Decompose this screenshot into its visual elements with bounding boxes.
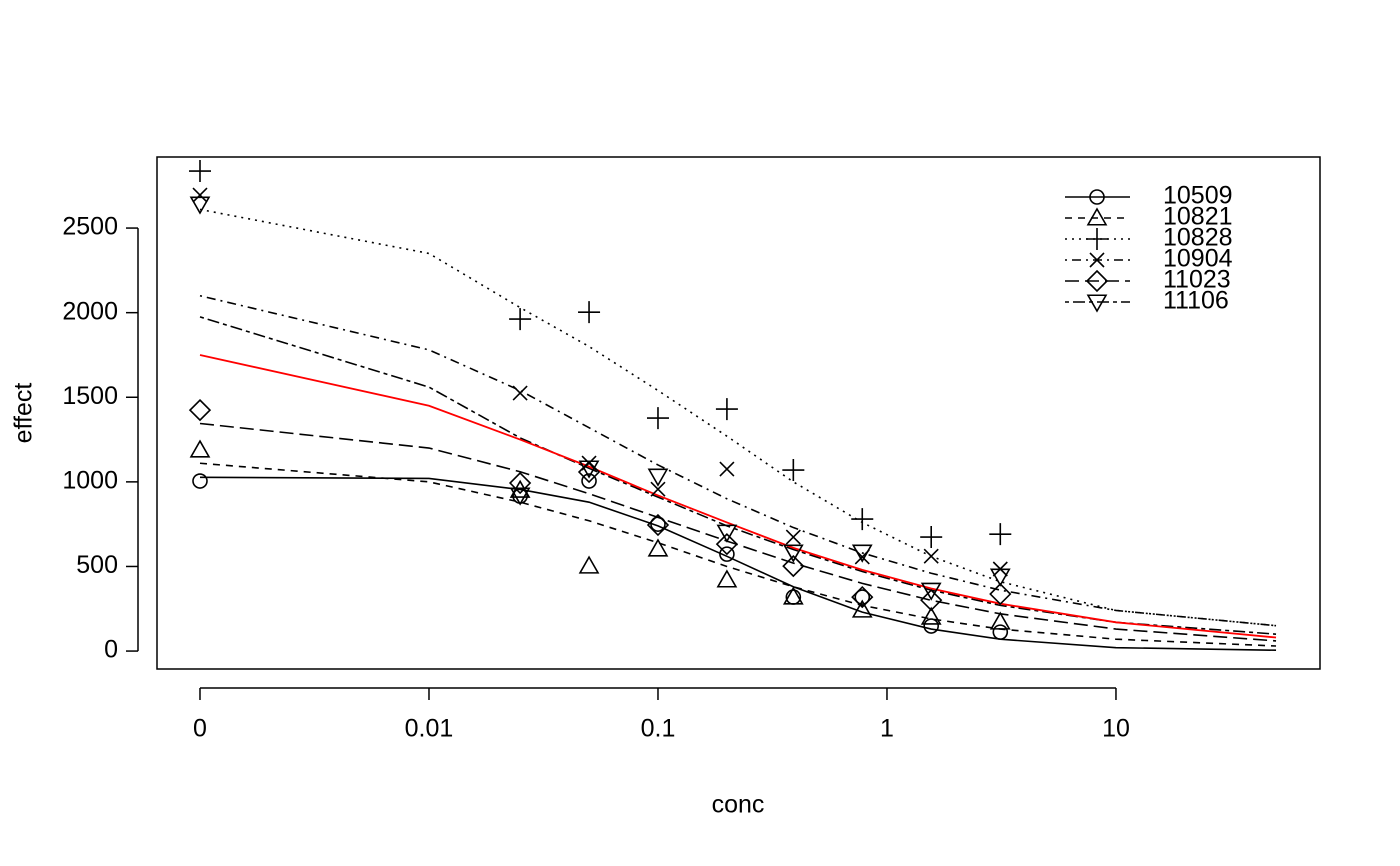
data-point	[719, 546, 735, 562]
data-point	[192, 473, 208, 489]
plot-frame	[156, 156, 1321, 670]
data-point	[508, 471, 532, 495]
data-point	[851, 585, 874, 609]
legend-label: 10509	[1163, 182, 1233, 210]
data-point	[920, 582, 942, 601]
data-point	[581, 473, 597, 489]
y-tick-label: 1500	[62, 382, 118, 410]
y-tick-label: 500	[76, 551, 118, 579]
overall-fit-curve	[199, 354, 1277, 639]
data-point	[578, 555, 600, 574]
data-point	[716, 524, 738, 543]
fit-curve	[199, 294, 1277, 627]
data-point	[715, 532, 739, 556]
legend-marker	[1086, 228, 1108, 250]
data-point	[647, 538, 669, 557]
data-point	[989, 582, 1012, 606]
fit-curve	[199, 422, 1277, 642]
data-point	[923, 618, 940, 634]
data-point	[782, 544, 804, 563]
legend-marker	[1086, 207, 1108, 226]
data-point	[851, 599, 873, 618]
y-axis-label: effect	[10, 383, 38, 444]
legend-marker	[1089, 189, 1105, 205]
data-point	[992, 624, 1009, 640]
data-point	[650, 481, 666, 497]
data-point	[716, 569, 738, 588]
data-point	[989, 523, 1012, 546]
data-point	[646, 513, 670, 537]
y-tick-label: 2000	[62, 297, 118, 325]
y-tick-label: 1000	[62, 466, 118, 494]
data-point	[715, 398, 738, 421]
legend-label: 10821	[1163, 203, 1233, 231]
data-point	[920, 589, 943, 612]
data-point	[189, 439, 211, 458]
x-tick-label: 0.1	[641, 715, 676, 743]
data-point	[851, 544, 873, 563]
data-point	[192, 187, 208, 203]
data-point	[989, 568, 1011, 587]
x-tick-label: 0.01	[405, 715, 454, 743]
data-point	[578, 301, 601, 324]
y-tick-label: 0	[104, 636, 118, 664]
legend-marker	[1085, 269, 1109, 293]
y-tick-label: 2500	[62, 213, 118, 241]
data-point	[509, 308, 532, 331]
data-point	[920, 606, 942, 625]
fit-curve	[199, 476, 1277, 652]
data-point	[577, 460, 601, 484]
x-tick-label: 0	[193, 715, 207, 743]
data-point	[578, 460, 600, 479]
data-point	[923, 548, 939, 564]
legend-marker	[1089, 252, 1105, 268]
data-point	[650, 516, 666, 532]
data-point	[188, 160, 211, 183]
legend-label: 10904	[1163, 245, 1233, 273]
data-point	[854, 589, 871, 605]
data-point	[646, 407, 669, 430]
fit-curve	[199, 316, 1277, 635]
data-point	[785, 529, 801, 545]
fit-curve	[199, 208, 1277, 627]
data-point	[647, 468, 669, 487]
data-point	[188, 398, 212, 422]
legend-label: 11023	[1163, 266, 1231, 294]
legend-label: 10828	[1163, 224, 1233, 252]
data-point	[782, 459, 805, 482]
data-point	[512, 385, 528, 401]
data-point	[989, 611, 1011, 630]
legend-label: 11106	[1163, 287, 1229, 315]
x-axis-label: conc	[712, 791, 765, 819]
data-point	[782, 586, 804, 605]
data-point	[920, 526, 943, 549]
legend-marker	[1086, 294, 1108, 313]
data-point	[719, 461, 735, 477]
data-point	[851, 508, 874, 531]
x-tick-label: 10	[1102, 715, 1130, 743]
x-tick-label: 1	[880, 715, 894, 743]
fit-curve	[199, 462, 1277, 647]
data-point	[189, 196, 211, 215]
data-point	[782, 554, 805, 578]
data-point	[509, 487, 531, 506]
